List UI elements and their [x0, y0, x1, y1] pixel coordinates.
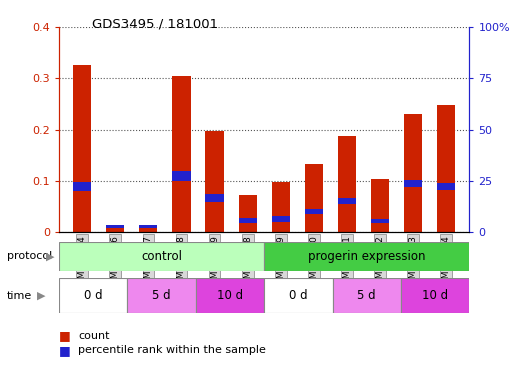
Text: time: time — [7, 291, 32, 301]
Bar — [338, 198, 356, 204]
Bar — [127, 278, 196, 313]
Bar — [305, 164, 323, 232]
Text: GDS3495 / 181001: GDS3495 / 181001 — [92, 17, 219, 30]
Bar — [205, 194, 224, 202]
Text: 10 d: 10 d — [217, 289, 243, 302]
Bar — [139, 226, 157, 232]
Bar — [59, 278, 127, 313]
Text: percentile rank within the sample: percentile rank within the sample — [78, 345, 266, 355]
Bar — [404, 114, 422, 232]
Text: ▶: ▶ — [46, 251, 55, 262]
Text: progerin expression: progerin expression — [308, 250, 426, 263]
Bar — [371, 179, 389, 232]
Bar — [404, 180, 422, 187]
Bar — [59, 242, 264, 271]
Bar — [239, 195, 256, 232]
Bar — [371, 219, 389, 223]
Bar — [73, 182, 91, 191]
Text: 0 d: 0 d — [84, 289, 103, 302]
Bar — [305, 209, 323, 214]
Bar — [172, 170, 190, 181]
Bar — [401, 278, 469, 313]
Bar — [437, 106, 456, 232]
Text: protocol: protocol — [7, 251, 52, 262]
Bar — [332, 278, 401, 313]
Text: ▶: ▶ — [37, 291, 46, 301]
Text: 5 d: 5 d — [152, 289, 171, 302]
Bar — [106, 225, 124, 228]
Text: 0 d: 0 d — [289, 289, 308, 302]
Bar — [239, 218, 256, 223]
Bar — [205, 131, 224, 232]
Bar — [196, 278, 264, 313]
Bar — [437, 183, 456, 190]
Text: control: control — [141, 250, 182, 263]
Bar — [139, 225, 157, 228]
Bar — [272, 182, 290, 232]
Bar — [264, 278, 332, 313]
Text: ■: ■ — [59, 329, 71, 343]
Text: count: count — [78, 331, 110, 341]
Text: 5 d: 5 d — [358, 289, 376, 302]
Bar — [172, 76, 190, 232]
Bar — [106, 226, 124, 232]
Bar — [264, 242, 469, 271]
Bar — [338, 136, 356, 232]
Text: 10 d: 10 d — [422, 289, 448, 302]
Bar — [73, 65, 91, 232]
Text: ■: ■ — [59, 344, 71, 357]
Bar — [272, 216, 290, 222]
